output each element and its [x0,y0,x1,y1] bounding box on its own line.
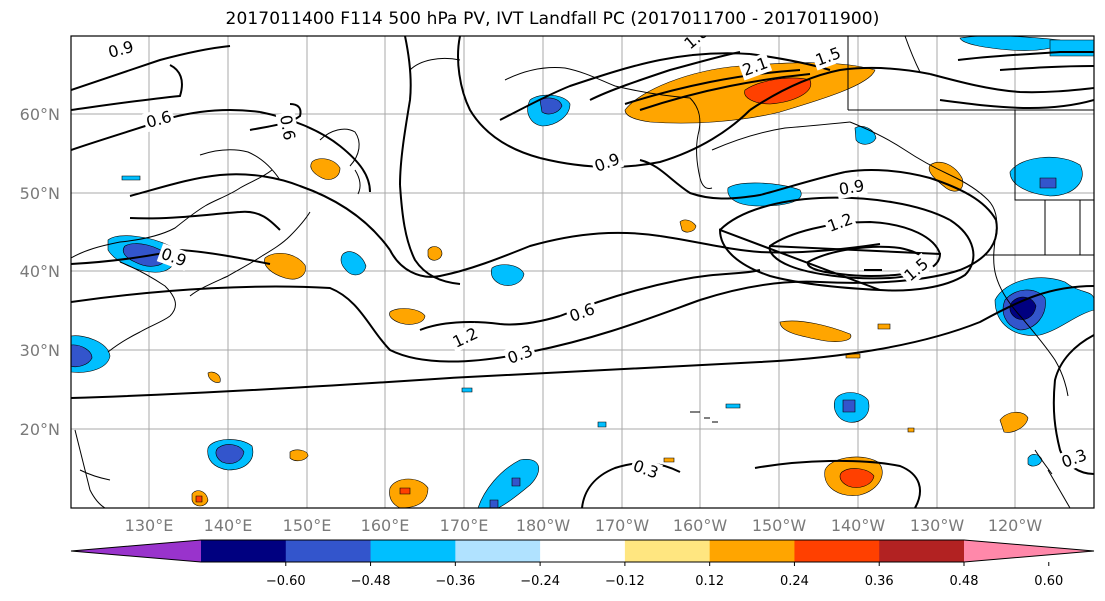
contour-label-halo [822,208,858,237]
colorbar-segment [540,540,626,562]
colorbar: −0.60 −0.48 −0.36 −0.24 −0.12 0.12 0.24 0.36 0.4… [70,539,1095,589]
colorbar-tick-label: −0.60 [266,574,306,589]
lon-tick-label: 140°E [204,516,253,535]
lat-tick-label: 60°N [20,105,60,124]
lat-tick-label: 50°N [20,184,60,203]
colorbar-extend-min [71,540,201,562]
contour-label-halo [275,111,300,144]
contour-label: 0.9 [837,176,865,199]
contour-label-halo [1056,444,1092,473]
lon-tick-label: 140°W [831,516,886,535]
lat-tick-label: 30°N [20,341,60,360]
colorbar-tick-label: −0.48 [351,574,391,589]
contour-label-halo [142,106,176,133]
colorbar-tick-label: 0.24 [780,574,809,589]
lon-tick-label: 150°W [752,516,807,535]
contour-label-halo [104,36,138,63]
colorbar-segment [201,540,287,562]
contour-label-halo [628,455,663,484]
colorbar-segment [285,540,372,562]
colorbar-segment [624,540,711,562]
contour-label-halo [156,243,191,272]
shaded-anomalies [71,36,1094,508]
contour-label-halo [737,52,773,81]
plot-area [71,36,1094,508]
colorbar-tick-label: −0.24 [520,574,560,589]
lon-tick-label: 130°W [910,516,965,535]
map-title: 2017011400 F114 500 hPa PV, IVT Landfall… [225,9,880,29]
colorbar-segment [370,540,456,562]
contour-label-halo [678,36,714,55]
colorbar-tick-label: −0.36 [435,574,475,589]
colorbar-segment [709,540,795,562]
plot-frame [70,35,1095,509]
lon-tick-label: 170°W [595,516,650,535]
lon-tick-label: 160°E [361,516,410,535]
lon-tick-label: 150°E [283,516,332,535]
longitude-axis: 130°E 140°E 150°E 160°E 170°E 180°W 170°… [125,516,1043,535]
colorbar-tick-label: 0.60 [1034,574,1063,589]
lon-tick-label: 170°E [440,516,489,535]
latitude-axis: 60°N 50°N 40°N 30°N 20°N [20,105,60,439]
colorbar-tick-label: 0.48 [950,574,979,589]
lon-tick-label: 180°W [516,516,571,535]
colorbar-segment [794,540,880,562]
contour-label-halo [898,252,934,287]
colorbar-segment [455,540,541,562]
lon-tick-label: 130°E [125,516,174,535]
contour-label: 0.6 [276,113,299,141]
contour-label-halo [589,148,625,177]
colorbar-extend-max [964,540,1094,562]
colorbar-tick-label: 0.36 [865,574,894,589]
lat-tick-label: 20°N [20,420,60,439]
colorbar-outline [70,539,1095,563]
lon-tick-label: 160°W [673,516,728,535]
contour-label-halo [447,322,483,353]
colorbar-tick-label: −0.12 [605,574,645,589]
contour-label-halo [502,340,538,369]
lat-tick-label: 40°N [20,262,60,281]
lon-tick-label: 120°W [988,516,1043,535]
contour-label-halo [810,42,846,71]
contour-label-halo [835,175,868,200]
contour-label-halo [564,298,600,327]
colorbar-segment [879,540,965,562]
colorbar-tick-label: 0.12 [695,574,724,589]
